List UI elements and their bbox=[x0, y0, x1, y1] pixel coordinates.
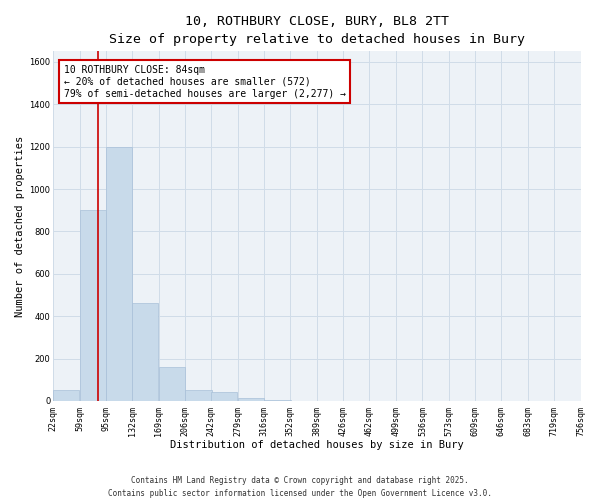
X-axis label: Distribution of detached houses by size in Bury: Distribution of detached houses by size … bbox=[170, 440, 464, 450]
Y-axis label: Number of detached properties: Number of detached properties bbox=[15, 136, 25, 317]
Bar bbox=[80, 210, 106, 401]
Bar bbox=[53, 390, 79, 401]
Bar bbox=[265, 400, 290, 401]
Bar bbox=[238, 398, 264, 401]
Bar bbox=[211, 392, 238, 401]
Bar bbox=[158, 367, 185, 401]
Text: Contains HM Land Registry data © Crown copyright and database right 2025.
Contai: Contains HM Land Registry data © Crown c… bbox=[108, 476, 492, 498]
Text: 10 ROTHBURY CLOSE: 84sqm
← 20% of detached houses are smaller (572)
79% of semi-: 10 ROTHBURY CLOSE: 84sqm ← 20% of detach… bbox=[64, 66, 346, 98]
Title: 10, ROTHBURY CLOSE, BURY, BL8 2TT
Size of property relative to detached houses i: 10, ROTHBURY CLOSE, BURY, BL8 2TT Size o… bbox=[109, 15, 525, 46]
Bar bbox=[132, 304, 158, 401]
Bar bbox=[106, 146, 132, 401]
Bar bbox=[185, 390, 212, 401]
